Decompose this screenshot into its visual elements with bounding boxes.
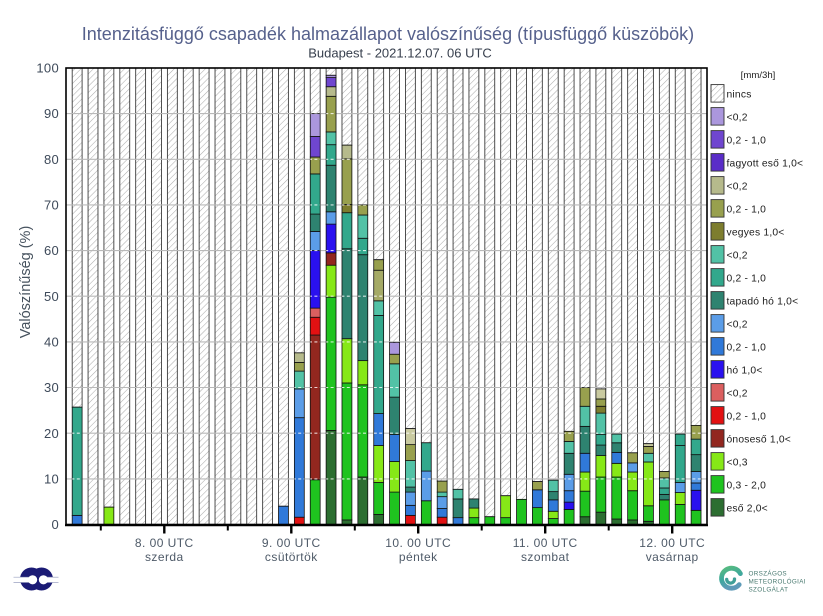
svg-text:péntek: péntek	[399, 550, 438, 564]
svg-text:<0,2: <0,2	[727, 320, 748, 331]
svg-text:METEOROLÓGIAI: METEOROLÓGIAI	[749, 576, 806, 585]
svg-text:11. 00 UTC: 11. 00 UTC	[513, 536, 578, 550]
svg-text:hó 1,0<: hó 1,0<	[727, 366, 763, 377]
svg-text:60: 60	[44, 243, 59, 258]
svg-text:<0,2: <0,2	[727, 251, 748, 262]
svg-text:[mm/3h]: [mm/3h]	[741, 70, 776, 81]
svg-text:ORSZÁGOS: ORSZÁGOS	[749, 568, 788, 577]
svg-text:Valószínűség (%): Valószínűség (%)	[18, 226, 34, 339]
svg-text:vasárnap: vasárnap	[646, 550, 699, 564]
svg-text:ónoseső 1,0<: ónoseső 1,0<	[727, 435, 792, 446]
svg-text:10: 10	[44, 472, 59, 487]
svg-text:0,2 - 1,0: 0,2 - 1,0	[727, 274, 767, 285]
svg-text:50: 50	[44, 289, 59, 304]
svg-text:fagyott eső 1,0<: fagyott eső 1,0<	[727, 159, 804, 170]
svg-text:0,3 - 2,0: 0,3 - 2,0	[727, 481, 767, 492]
svg-text:30: 30	[44, 380, 59, 395]
svg-text:csütörtök: csütörtök	[265, 550, 318, 564]
svg-text:90: 90	[44, 106, 59, 121]
svg-text:<0,3: <0,3	[727, 458, 748, 469]
svg-text:70: 70	[44, 198, 59, 213]
svg-text:40: 40	[44, 335, 59, 350]
svg-text:9. 00 UTC: 9. 00 UTC	[262, 536, 321, 550]
svg-text:0,2 - 1,0: 0,2 - 1,0	[727, 136, 767, 147]
svg-text:vegyes 1,0<: vegyes 1,0<	[727, 228, 785, 239]
svg-text:szombat: szombat	[521, 550, 570, 564]
svg-text:SZOLGÁLAT: SZOLGÁLAT	[749, 584, 789, 593]
svg-text:100: 100	[36, 61, 59, 76]
svg-text:0: 0	[51, 517, 59, 532]
svg-text:0,2 - 1,0: 0,2 - 1,0	[727, 205, 767, 216]
svg-text:szerda: szerda	[145, 550, 184, 564]
svg-text:0,2 - 1,0: 0,2 - 1,0	[727, 412, 767, 423]
svg-text:<0,2: <0,2	[727, 389, 748, 400]
svg-text:8. 00 UTC: 8. 00 UTC	[135, 536, 194, 550]
svg-text:10. 00 UTC: 10. 00 UTC	[385, 536, 451, 550]
svg-text:Budapest - 2021.12.07. 06 UTC: Budapest - 2021.12.07. 06 UTC	[308, 46, 492, 61]
svg-text:0,2 - 1,0: 0,2 - 1,0	[727, 343, 767, 354]
svg-text:<0,2: <0,2	[727, 182, 748, 193]
svg-text:20: 20	[44, 426, 59, 441]
svg-text:Intenzitásfüggő csapadék halma: Intenzitásfüggő csapadék halmazállapot v…	[82, 24, 694, 44]
svg-text:eső 2,0<: eső 2,0<	[727, 504, 768, 515]
svg-text:80: 80	[44, 152, 59, 167]
svg-text:<0,2: <0,2	[727, 113, 748, 124]
svg-text:nincs: nincs	[727, 90, 752, 101]
svg-text:tapadó hó 1,0<: tapadó hó 1,0<	[727, 297, 799, 308]
svg-text:12. 00 UTC: 12. 00 UTC	[639, 536, 705, 550]
